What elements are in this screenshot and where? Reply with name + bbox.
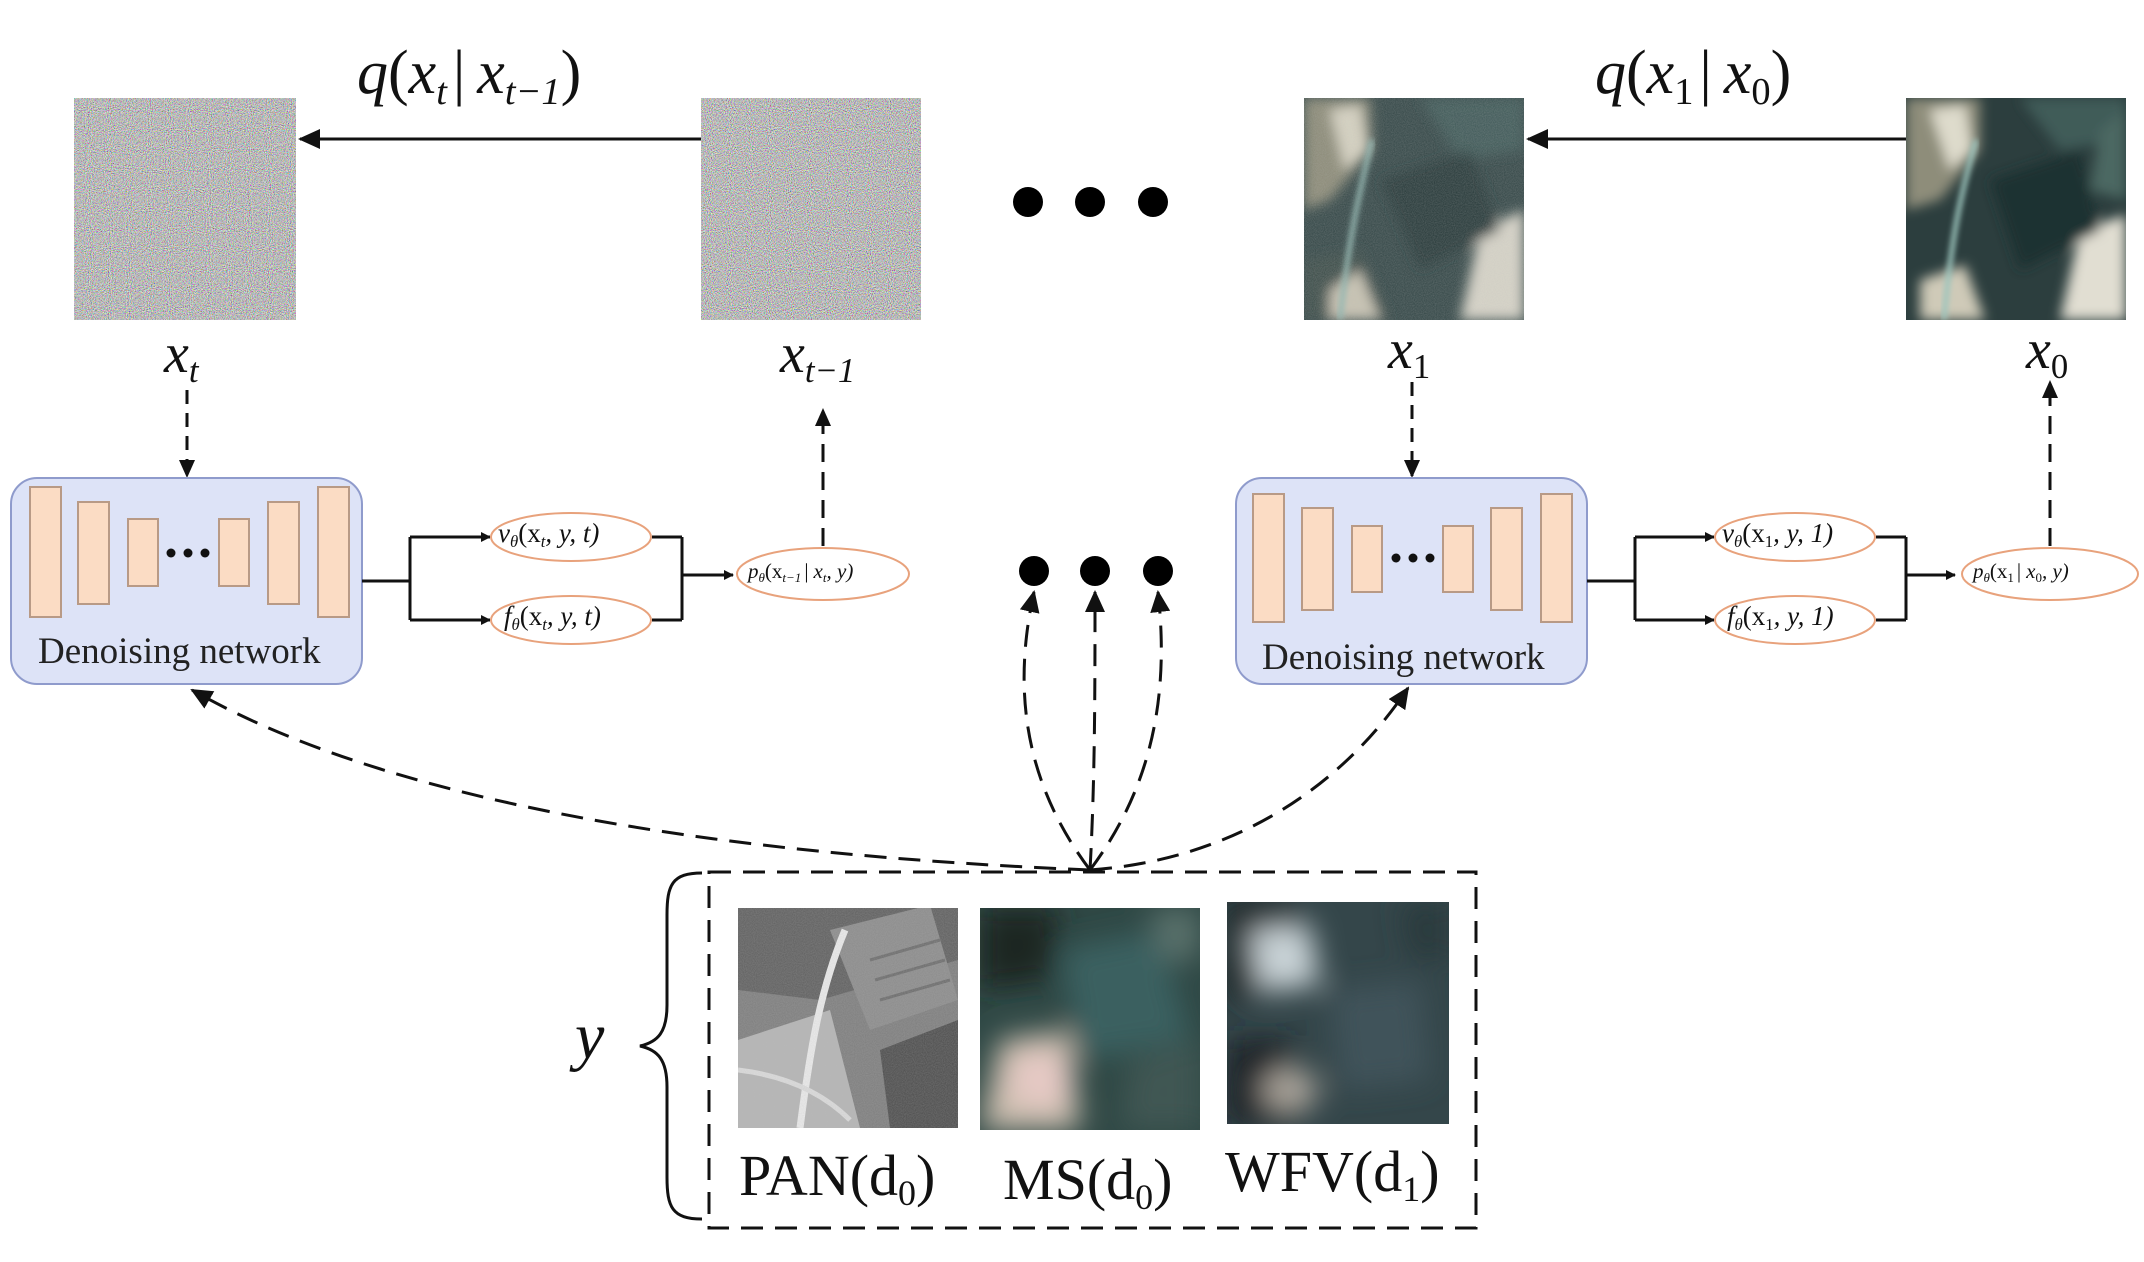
satellite-image-x1 (1304, 98, 1524, 320)
denoising-network-left (10, 477, 363, 685)
v-theta-ellipse-right (1714, 512, 1876, 562)
network-label-right: Denoising network (1262, 637, 1545, 678)
ellipsis-dot (1075, 187, 1105, 217)
ellipsis-dot (1143, 556, 1173, 586)
ellipsis-dot (1019, 556, 1049, 586)
condition-box (707, 870, 1478, 1230)
network-layer-block (1301, 507, 1334, 611)
ms-image (980, 908, 1200, 1130)
state-label-xt-1: xt−1 (780, 323, 856, 390)
caption-pan: PAN(d0) (739, 1143, 936, 1214)
caption-ms: MS(d0) (1003, 1147, 1173, 1218)
noise-image-xt (74, 98, 296, 320)
v-theta-label-right: vθ(x1, y, 1) (1722, 518, 1834, 551)
caption-wfv: WFV(d1) (1225, 1139, 1440, 1210)
network-layer-block (1490, 507, 1523, 611)
p-theta-label-right: pθ(x1 | x0, y) (1973, 559, 2069, 585)
state-label-x0: x0 (2026, 319, 2069, 386)
network-layer-block (218, 518, 250, 587)
network-layer-block (267, 501, 300, 605)
noise-image-xt-1 (701, 98, 921, 320)
network-layer-block (1442, 525, 1474, 593)
p-theta-label-left: pθ(xt−1 | xt, y) (748, 559, 854, 585)
f-theta-label-left: fθ(xt, y, t) (504, 601, 601, 634)
f-theta-label-right: fθ(x1, y, 1) (1727, 601, 1834, 634)
branch-connectors-right (1587, 532, 1956, 625)
f-theta-ellipse-right (1714, 595, 1876, 645)
network-layer-block (1540, 493, 1573, 623)
pan-image (738, 908, 958, 1128)
ellipsis-dot (1080, 556, 1110, 586)
ellipsis-dot (1013, 187, 1043, 217)
network-layer-block (1252, 493, 1285, 623)
condition-brace (639, 871, 703, 1221)
ellipsis-dot (1138, 187, 1168, 217)
denoising-network-right (1235, 477, 1588, 685)
p-theta-ellipse-right (1961, 547, 2139, 601)
p-theta-ellipse-left (736, 547, 910, 601)
network-label-left: Denoising network (38, 631, 321, 672)
condition-label-y: y (575, 1000, 605, 1073)
condition-arrows (190, 590, 1410, 872)
f-theta-ellipse-left (490, 595, 652, 645)
branch-connectors-left (362, 532, 734, 625)
network-layer-block (317, 486, 350, 618)
network-layer-block (77, 501, 110, 605)
state-label-xt: xt (164, 323, 199, 390)
satellite-image-x0 (1906, 98, 2126, 320)
forward-label-left: q(xt| xt−1) (357, 39, 582, 113)
network-layer-block (1351, 525, 1383, 593)
network-layer-block (29, 486, 62, 618)
wfv-image (1227, 902, 1449, 1124)
forward-label-right: q(x1| x0) (1595, 39, 1792, 113)
state-label-x1: x1 (1388, 319, 1431, 386)
network-layer-block (127, 518, 159, 587)
v-theta-label-left: vθ(xt, y, t) (498, 518, 600, 551)
v-theta-ellipse-left (490, 512, 652, 562)
